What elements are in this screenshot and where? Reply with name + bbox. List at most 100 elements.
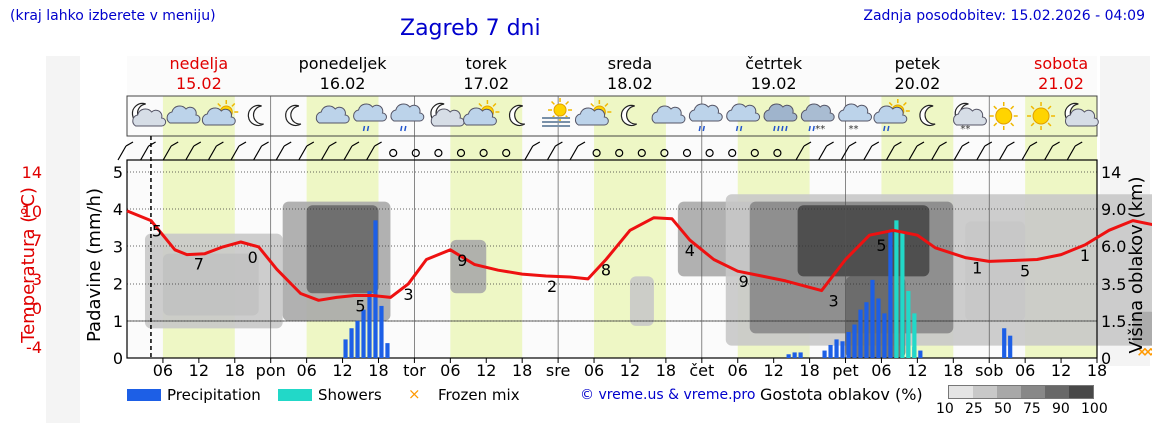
wind-barb-tick <box>532 141 541 147</box>
precipitation-bar <box>918 350 923 358</box>
shower-bar <box>912 313 917 358</box>
wind-barb-tick <box>125 141 134 147</box>
rain-drop <box>785 125 788 132</box>
day-date: 17.02 <box>463 74 509 93</box>
sun-ray <box>902 101 907 106</box>
temperature-value-label: 5 <box>355 296 365 315</box>
precip-tick-label: 3 <box>113 237 123 256</box>
cloud-shape <box>873 105 908 124</box>
cloud-shape <box>353 103 387 122</box>
cloud-density-ticks: 10 25 50 75 90 100 <box>936 401 1108 419</box>
legend-showers-label: Showers <box>318 386 382 404</box>
cloud-layer <box>629 276 654 326</box>
density-tick-label: 50 <box>994 401 1012 417</box>
last-updated: Zadnja posodobitev: 15.02.2026 - 04:09 <box>863 8 1145 24</box>
precip-tick-label: 2 <box>113 275 123 294</box>
wind-calm-icon <box>682 148 692 158</box>
wind-barb-tick <box>961 141 970 147</box>
wind-calm-icon <box>434 148 443 158</box>
wind-barb-icon <box>343 145 353 161</box>
cloud-shape <box>166 105 201 124</box>
cloud-height-axis-title: Višina oblakov (km) <box>1126 176 1147 353</box>
precipitation-bar <box>834 339 839 358</box>
temperature-value-label: 3 <box>828 292 838 311</box>
frozen-mix-mark: × <box>1148 345 1152 360</box>
day-name: sreda <box>608 54 652 73</box>
cloud-shape <box>651 105 686 124</box>
x-tick-label: 18 <box>1087 361 1107 380</box>
wind-barb-tick <box>555 141 563 147</box>
legend-showers-swatch <box>278 389 312 401</box>
x-tick-label: 12 <box>189 361 209 380</box>
wind-barb-tick <box>1052 141 1060 147</box>
precipitation-bar <box>1008 335 1013 358</box>
day-name: nedelja <box>170 54 229 73</box>
wind-barb-icon <box>320 145 330 161</box>
temperature-value-label: 4 <box>685 241 695 260</box>
precip-axis-title: Padavine (mm/h) <box>84 188 105 342</box>
day-date: 21.02 <box>1038 74 1084 93</box>
sun-fog-icon <box>542 98 573 127</box>
sun-ray <box>1047 122 1052 127</box>
wind-calm-icon <box>456 148 466 158</box>
wind-barb-tick <box>577 141 586 147</box>
precipitation-bar <box>888 231 893 358</box>
cloud-height-tick-label: 9.0 <box>1101 200 1126 219</box>
legend-precipitation-swatch <box>127 389 161 401</box>
sun-ray <box>492 102 497 107</box>
cloud-shape <box>463 107 497 126</box>
wind-barb-tick <box>1029 141 1038 147</box>
wind-calm-icon <box>479 148 488 158</box>
precipitation-bar <box>876 298 881 358</box>
precipitation-bar <box>385 343 390 358</box>
cloud-shape <box>390 103 425 122</box>
x-tick-label: 06 <box>871 361 891 380</box>
cloud-height-tick-label: 0 <box>1101 349 1111 368</box>
moon-shape <box>508 104 526 127</box>
temperature-tick-label: -4 <box>26 338 42 357</box>
precipitation-bar <box>379 305 384 358</box>
x-tick-label: 18 <box>943 361 963 380</box>
cloud-shape <box>800 103 835 122</box>
cloud-density-title: Gostota oblakov (%) <box>760 385 923 404</box>
x-tick-label: 06 <box>153 361 173 380</box>
wind-barb-tick <box>238 141 247 147</box>
cloud-shape <box>953 107 987 126</box>
x-tick-label: sob <box>975 361 1003 380</box>
temperature-tick-label: 7 <box>32 231 42 250</box>
moon-shape <box>620 104 637 127</box>
wind-calm-icon <box>705 148 714 158</box>
wind-barb-icon <box>976 145 986 161</box>
region-hint[interactable]: (kraj lahko izberete v meniju) <box>10 8 216 24</box>
precipitation-bar <box>864 302 869 358</box>
wind-barb-icon <box>524 145 534 161</box>
sun-ray <box>1010 105 1015 110</box>
day-name: petek <box>895 54 941 73</box>
sun-ray <box>551 100 555 105</box>
sun-ray <box>231 102 236 107</box>
density-swatch <box>1045 386 1069 398</box>
sun-ray <box>1047 105 1052 110</box>
rain-drop <box>702 125 706 132</box>
sun-disc <box>995 107 1013 125</box>
cloud-shape <box>763 103 798 122</box>
day-date: 16.02 <box>320 74 366 93</box>
precipitation-bar <box>343 339 348 358</box>
wind-barb-tick <box>803 141 812 147</box>
rain-drop <box>362 125 366 132</box>
day-name: torek <box>466 54 508 73</box>
x-tick-label: 18 <box>368 361 388 380</box>
density-tick-label: 100 <box>1081 401 1108 417</box>
temperature-value-label: 5 <box>876 236 886 255</box>
rain-drop <box>400 125 403 132</box>
sun-cloud-icon <box>201 100 239 126</box>
density-swatch <box>973 386 997 398</box>
x-tick-label: 12 <box>332 361 352 380</box>
cloud-icon <box>315 105 350 124</box>
wind-calm-icon <box>773 148 782 158</box>
day-date: 18.02 <box>607 74 653 93</box>
wind-barb-icon <box>931 145 941 161</box>
credit-link[interactable]: © vreme.us & vreme.pro <box>580 387 756 403</box>
wind-barb-icon <box>230 145 240 161</box>
cloud-layer <box>144 233 283 329</box>
